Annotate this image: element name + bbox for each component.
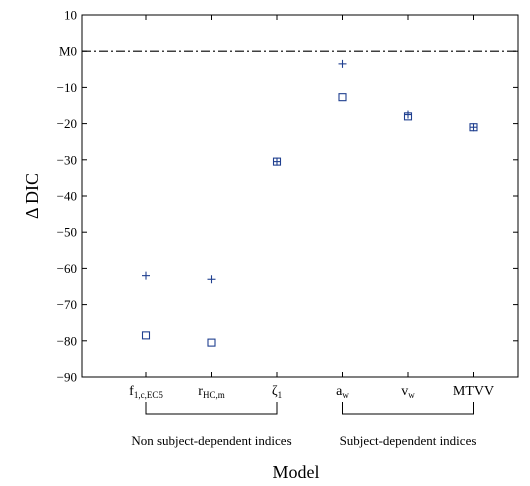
square-marker <box>207 338 216 347</box>
y-tick-label: 10 <box>64 8 77 23</box>
x-tick-label: MTVV <box>453 384 494 399</box>
y-tick-label: −10 <box>57 80 77 95</box>
group-label: Subject-dependent indices <box>340 433 477 448</box>
plus-marker <box>142 271 150 280</box>
y-tick-label: −90 <box>57 370 77 385</box>
x-axis-label: Model <box>273 462 320 482</box>
square-marker <box>272 157 282 166</box>
y-tick-label: −20 <box>57 116 77 131</box>
x-tick-label: ζ1 <box>272 384 282 400</box>
y-tick-label: −80 <box>57 333 77 348</box>
plus-marker <box>207 275 216 284</box>
square-marker <box>469 123 478 132</box>
group-bracket <box>145 402 278 415</box>
y-tick-label: −60 <box>57 261 77 276</box>
y-tick-label: −30 <box>57 152 77 167</box>
plus-marker <box>338 59 347 68</box>
group-bracket <box>342 402 474 415</box>
square-marker <box>338 93 347 102</box>
square-marker <box>141 331 151 340</box>
plot-frame <box>81 14 519 378</box>
x-tick-label: vw <box>401 384 415 400</box>
y-tick-label: −70 <box>57 297 77 312</box>
group-label: Non subject-dependent indices <box>131 433 291 448</box>
square-marker <box>403 112 413 121</box>
y-tick-label: M0 <box>59 44 77 59</box>
x-tick-label: f1,c,EC5 <box>129 384 163 400</box>
plus-marker <box>273 157 281 166</box>
x-tick-label: rHC,m <box>198 384 224 400</box>
plus-marker <box>404 110 412 119</box>
x-tick-label: aw <box>336 384 349 400</box>
y-tick-label: −40 <box>57 189 77 204</box>
y-axis-label: Δ DIC <box>22 173 42 219</box>
y-tick-label: −50 <box>57 225 77 240</box>
plus-marker <box>469 123 478 132</box>
